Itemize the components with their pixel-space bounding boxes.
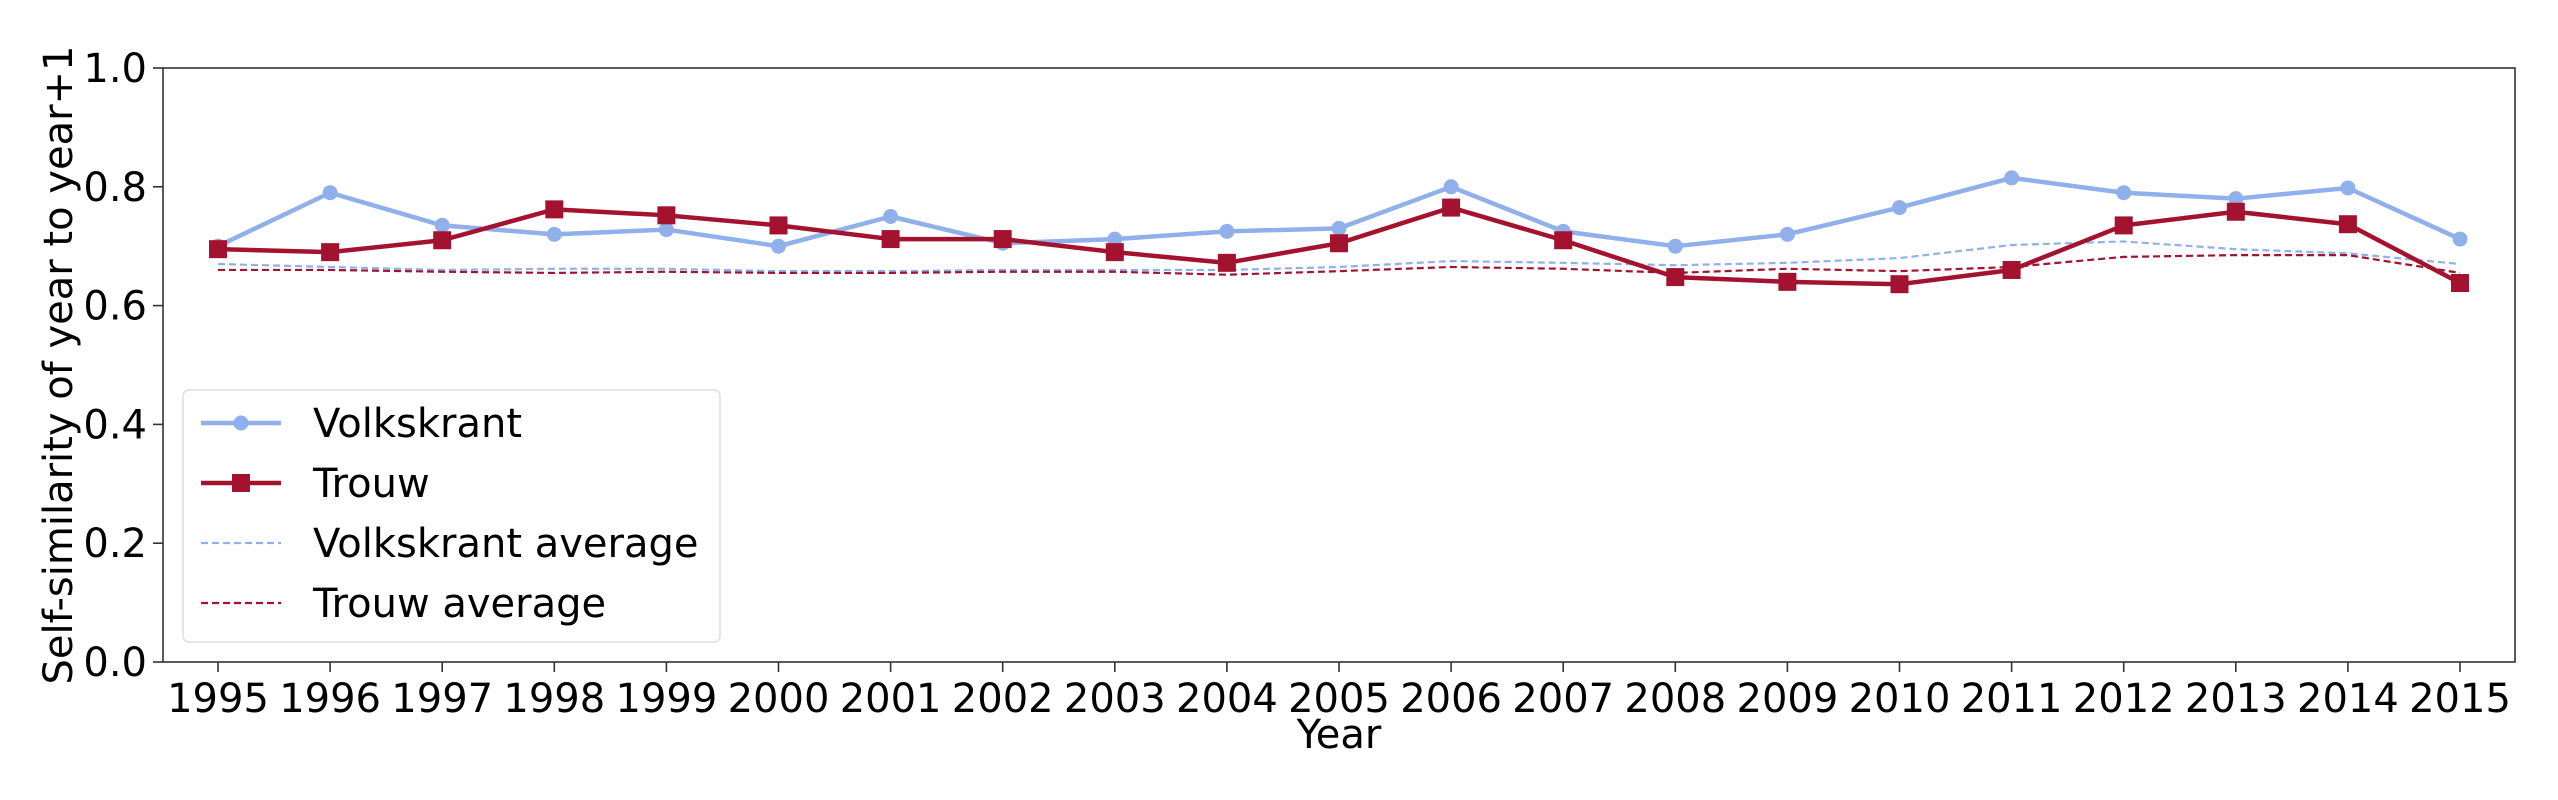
data-point	[2226, 202, 2245, 221]
data-point	[433, 231, 452, 250]
legend-item: Volkskrant	[201, 401, 522, 447]
x-tick-label: 1997	[391, 676, 493, 722]
data-point	[2116, 185, 2132, 201]
x-axis-title: Year	[1296, 712, 1382, 758]
x-tick-label: 2006	[1400, 676, 1502, 722]
data-point	[1442, 198, 1461, 217]
x-tick-label: 2009	[1737, 676, 1839, 722]
x-tick-label: 2003	[1064, 676, 1166, 722]
x-tick-label: 2011	[1961, 676, 2063, 722]
x-tick-label: 2007	[1512, 676, 1614, 722]
data-point	[2451, 274, 2469, 293]
x-tick-label: 2002	[952, 676, 1054, 722]
y-tick-label: 0.4	[83, 402, 147, 448]
series-group	[209, 170, 2469, 294]
series-trouw	[209, 198, 2469, 294]
legend-label: Volkskrant average	[313, 521, 698, 567]
data-point	[993, 230, 1012, 249]
x-tick-label: 2013	[2185, 676, 2287, 722]
legend-label: Volkskrant	[313, 401, 522, 447]
data-point	[883, 209, 899, 224]
y-tick-label: 0.2	[83, 521, 147, 567]
data-point	[1667, 238, 1683, 254]
data-point	[1107, 231, 1123, 247]
data-point	[434, 217, 450, 233]
x-tick-label: 2014	[2297, 676, 2399, 722]
data-point	[545, 200, 564, 219]
x-tick-label: 2010	[1849, 676, 1951, 722]
data-point	[771, 238, 786, 254]
x-tick-label: 1996	[279, 676, 381, 722]
legend-marker	[233, 415, 249, 431]
x-tick-label: 1998	[503, 676, 605, 722]
legend-box	[182, 389, 721, 643]
data-point	[209, 240, 227, 259]
x-tick-label: 2001	[840, 676, 942, 722]
x-tick-label: 1995	[167, 676, 269, 722]
x-tick-label: 1999	[616, 676, 718, 722]
data-point	[1892, 200, 1907, 216]
y-tick-label: 0.6	[83, 284, 147, 330]
series-trouw-average	[218, 254, 2461, 276]
legend-item: Trouw	[201, 461, 430, 507]
data-point	[1443, 179, 1459, 195]
x-tick-label: 2004	[1176, 676, 1278, 722]
data-point	[1666, 268, 1685, 287]
data-point	[2002, 260, 2021, 279]
x-tick-label: 2015	[2409, 676, 2511, 722]
legend-item: Volkskrant average	[201, 521, 698, 567]
data-point	[1217, 253, 1236, 272]
data-point	[1331, 220, 1347, 236]
data-point	[881, 230, 900, 249]
legend-label: Trouw	[312, 461, 430, 507]
series-line	[218, 254, 2461, 276]
legend-label: Trouw average	[312, 581, 606, 627]
data-point	[2228, 191, 2244, 207]
x-axis: 1995 1996 1997 1998 1999 2000 2001 2002 2003 2004…	[167, 662, 2511, 722]
y-axis: 0.0 0.2 0.4 0.6 0.8 1.0	[83, 46, 163, 686]
data-point	[1105, 243, 1124, 262]
x-tick-label: 2008	[1624, 676, 1726, 722]
y-tick-label: 0.0	[83, 640, 147, 686]
y-axis-title: Self-similarity of year to year+1	[36, 45, 82, 684]
y-tick-label: 0.8	[83, 165, 147, 211]
data-point	[769, 216, 788, 235]
y-tick-label: 1.0	[83, 46, 147, 92]
x-tick-label: 2005	[1288, 676, 1390, 722]
x-tick-label: 2000	[728, 676, 830, 722]
data-point	[321, 243, 340, 262]
legend: Volkskrant Trouw Volkskrant average Trouw a…	[182, 389, 721, 643]
data-point	[1330, 234, 1348, 253]
data-point	[1554, 231, 1573, 250]
data-point	[2114, 216, 2133, 235]
data-point	[2452, 231, 2468, 247]
data-point	[2004, 170, 2020, 186]
data-point	[1219, 223, 1235, 239]
data-point	[2338, 215, 2357, 234]
legend-item: Trouw average	[201, 581, 606, 627]
data-point	[1779, 226, 1795, 242]
data-point	[1778, 272, 1797, 291]
data-point	[2340, 180, 2356, 196]
data-point	[657, 206, 676, 225]
data-point	[322, 185, 338, 201]
x-tick-label: 2012	[2073, 676, 2175, 722]
data-point	[1890, 275, 1909, 294]
data-point	[546, 226, 562, 242]
data-point	[658, 222, 674, 238]
legend-marker	[232, 474, 250, 492]
